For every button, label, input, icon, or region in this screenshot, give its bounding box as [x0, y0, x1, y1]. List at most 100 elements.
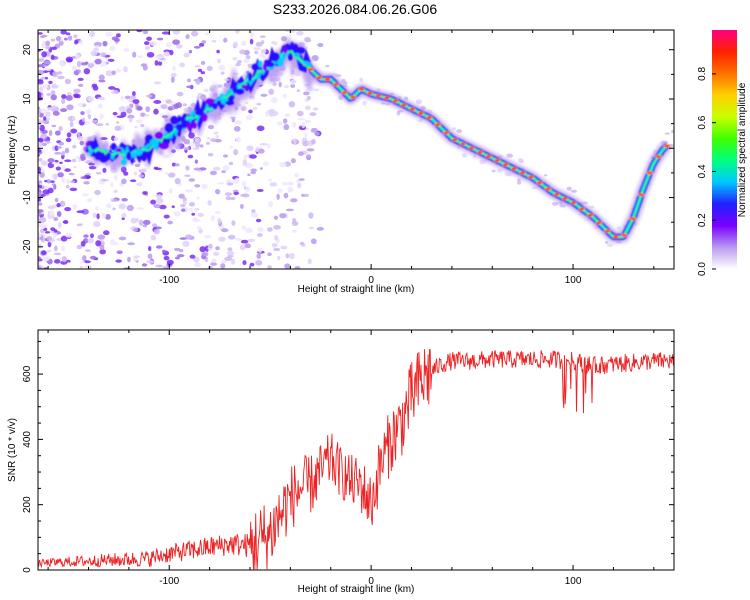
- noise-speckle: [295, 30, 304, 36]
- ridge-cluster: [106, 152, 112, 159]
- noise-speckle: [44, 231, 51, 234]
- noise-speckle: [544, 174, 548, 177]
- noise-speckle: [57, 71, 63, 75]
- ridge-hotspot-peak: [494, 159, 500, 162]
- noise-speckle: [39, 86, 44, 92]
- noise-speckle: [247, 173, 251, 177]
- noise-speckle: [239, 49, 247, 55]
- noise-speckle: [204, 235, 212, 239]
- noise-speckle: [38, 231, 42, 238]
- noise-speckle: [39, 168, 46, 173]
- noise-speckle: [309, 226, 314, 230]
- noise-speckle: [294, 266, 301, 269]
- noise-speckle: [56, 210, 62, 217]
- noise-speckle: [273, 215, 279, 220]
- noise-speckle: [154, 167, 162, 171]
- ridge-hotspot-peak: [520, 171, 525, 175]
- noise-speckle: [123, 48, 130, 53]
- noise-speckle: [86, 96, 95, 102]
- noise-speckle: [47, 205, 55, 210]
- noise-speckle: [165, 99, 172, 104]
- noise-speckle: [269, 108, 276, 114]
- noise-speckle: [47, 107, 53, 111]
- noise-speckle: [88, 162, 96, 166]
- noise-speckle: [215, 246, 220, 251]
- noise-speckle: [146, 36, 152, 41]
- noise-speckle: [67, 35, 73, 41]
- noise-speckle: [214, 188, 221, 195]
- noise-speckle: [111, 90, 119, 95]
- noise-speckle: [155, 245, 163, 249]
- noise-speckle: [99, 244, 105, 250]
- noise-speckle: [165, 42, 172, 48]
- noise-speckle: [188, 207, 193, 212]
- noise-speckle: [83, 68, 91, 75]
- ridge-hotspot-peak: [359, 88, 364, 91]
- spectrogram-ylabel: Frequency (Hz): [7, 116, 18, 185]
- noise-speckle: [132, 99, 140, 104]
- ridge-cluster: [270, 52, 280, 62]
- noise-speckle: [265, 110, 270, 118]
- noise-speckle: [94, 189, 101, 196]
- noise-speckle: [287, 181, 294, 186]
- noise-speckle: [244, 101, 249, 105]
- colorbar-tick-label: 0.4: [697, 164, 708, 178]
- noise-speckle: [252, 107, 258, 110]
- noise-speckle: [221, 259, 227, 264]
- ridge-hotspot-peak: [605, 229, 610, 233]
- noise-speckle: [95, 206, 100, 211]
- noise-speckle: [277, 255, 281, 261]
- ridge-hotspot-peak: [401, 104, 407, 107]
- noise-speckle: [65, 137, 72, 143]
- ridge-hotspot-peak: [656, 155, 661, 158]
- noise-speckle: [79, 140, 85, 146]
- noise-speckle: [82, 255, 87, 262]
- noise-speckle: [183, 206, 189, 213]
- ridge-hotspot-peak: [503, 163, 508, 166]
- noise-speckle: [172, 30, 181, 35]
- noise-speckle: [112, 207, 116, 211]
- noise-speckle: [193, 45, 201, 49]
- noise-speckle: [155, 264, 164, 268]
- noise-speckle: [86, 175, 92, 179]
- noise-speckle: [78, 40, 83, 45]
- noise-speckle: [77, 157, 81, 162]
- spectrogram-ytick-label: 10: [22, 93, 33, 105]
- noise-speckle: [46, 249, 52, 253]
- noise-speckle: [214, 211, 222, 214]
- noise-speckle: [303, 193, 310, 197]
- noise-speckle: [290, 198, 298, 203]
- noise-speckle: [189, 254, 196, 259]
- noise-speckle: [136, 30, 143, 33]
- noise-speckle: [81, 208, 89, 215]
- noise-speckle: [38, 197, 42, 202]
- noise-speckle: [57, 221, 62, 229]
- noise-speckle: [84, 249, 91, 252]
- ridge-hotspot-peak: [613, 235, 619, 239]
- noise-speckle: [417, 119, 423, 123]
- noise-speckle: [403, 96, 409, 101]
- noise-speckle: [66, 178, 70, 185]
- noise-speckle: [105, 122, 109, 126]
- ridge-hotspot-peak: [622, 234, 627, 237]
- noise-speckle: [43, 138, 48, 142]
- noise-speckle: [143, 41, 150, 46]
- noise-speckle: [290, 158, 296, 164]
- noise-speckle: [308, 212, 314, 219]
- noise-speckle: [64, 159, 72, 163]
- snr-panel: -100 0 100 0 200 400 600 Height of straight li…: [7, 329, 675, 595]
- noise-speckle: [93, 119, 98, 122]
- noise-speckle: [116, 115, 125, 119]
- ridge-hotspot-peak: [444, 131, 449, 134]
- noise-speckle: [83, 265, 91, 269]
- noise-speckle: [44, 77, 49, 80]
- snr-ytick-label: 400: [22, 431, 33, 448]
- noise-speckle: [299, 241, 305, 246]
- noise-speckle: [60, 235, 68, 242]
- noise-speckle: [105, 214, 111, 220]
- noise-speckle: [311, 138, 316, 145]
- noise-speckle: [76, 135, 84, 141]
- colorbar-tick-label: 0.8: [697, 67, 708, 81]
- noise-speckle: [253, 47, 261, 51]
- noise-speckle: [38, 184, 43, 189]
